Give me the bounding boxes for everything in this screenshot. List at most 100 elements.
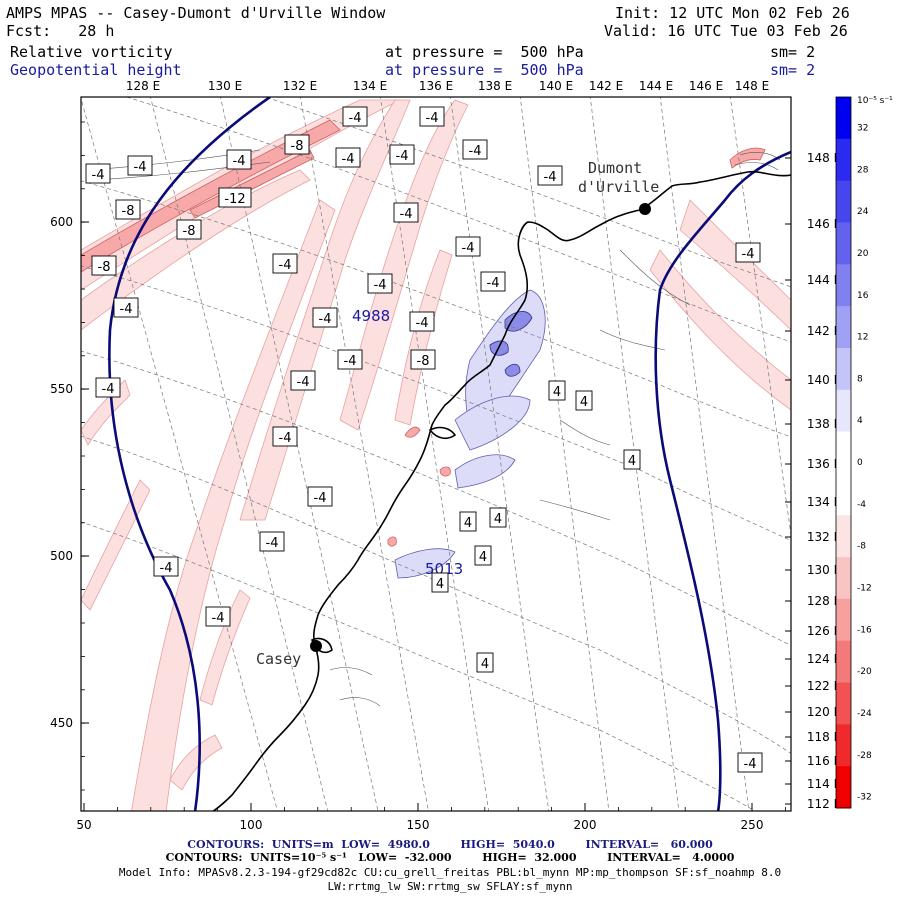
- colorbar-segment: [836, 557, 851, 600]
- vorticity-label: -4: [259, 531, 285, 552]
- vorticity-label: -4: [389, 144, 415, 165]
- casey-label: Casey: [256, 650, 301, 668]
- svg-text:-4: -4: [462, 241, 475, 256]
- colorbar-tick-label: -16: [857, 625, 872, 635]
- lat-lon-grid: [81, 97, 791, 811]
- svg-text:-4: -4: [400, 207, 413, 222]
- height-contour-info: CONTOURS: UNITS=m LOW= 4980.0 HIGH= 5040…: [187, 838, 713, 851]
- svg-text:4: 4: [481, 657, 489, 672]
- forecast-hour: Fcst: 28 h: [6, 22, 115, 40]
- svg-text:-8: -8: [183, 224, 196, 239]
- top-lon-label: 136 E: [419, 79, 453, 93]
- vorticity-label: 4: [459, 511, 477, 532]
- svg-text:-4: -4: [102, 382, 115, 397]
- svg-text:-4: -4: [742, 247, 755, 262]
- top-lon-label: 138 E: [478, 79, 512, 93]
- vorticity-label: -4: [337, 349, 363, 370]
- colorbar: 10⁻⁵ s⁻¹ 32 28 24 20 16 12 8 4 0 -4 -8 -12 -16 -20 -24 -…: [835, 96, 893, 809]
- vorticity-label: -4: [290, 370, 316, 391]
- svg-text:-4: -4: [342, 152, 355, 167]
- svg-text:-4: -4: [396, 149, 409, 164]
- colorbar-segment: [836, 347, 851, 391]
- vorticity-label: 4: [476, 652, 494, 673]
- svg-text:-4: -4: [469, 144, 482, 159]
- svg-text:-8: -8: [417, 354, 430, 369]
- svg-text:-4: -4: [266, 536, 279, 551]
- colorbar-segment: [836, 431, 851, 474]
- svg-text:-4: -4: [416, 316, 429, 331]
- svg-text:4: 4: [553, 385, 561, 400]
- vorticity-label: -4: [737, 752, 763, 773]
- right-axis-label: 148 E: [807, 151, 841, 165]
- vorticity-label: -4: [153, 556, 179, 577]
- colorbar-segment: [836, 97, 851, 140]
- right-axis-label: 120 E: [807, 705, 841, 719]
- durville-label: d'Urville: [578, 178, 659, 196]
- map-title: AMPS MPAS -- Casey-Dumont d'Urville Wind…: [6, 4, 386, 22]
- colorbar-segment: [836, 222, 851, 265]
- colorbar-segment: [836, 180, 851, 223]
- svg-text:-4: -4: [349, 111, 362, 126]
- right-axis-label: 122 E: [807, 679, 841, 693]
- vorticity-label: 4: [489, 507, 507, 528]
- top-lon-label: 146 E: [689, 79, 723, 93]
- top-lon-label: 148 E: [735, 79, 769, 93]
- vorticity-label: -4: [272, 253, 298, 274]
- colorbar-tick-label: 8: [857, 374, 863, 384]
- colorbar-segment: [836, 766, 851, 809]
- svg-text:-8: -8: [98, 260, 111, 275]
- right-axis-label: 134 E: [807, 495, 841, 509]
- svg-text:-4: -4: [212, 611, 225, 626]
- colorbar-segment: [836, 515, 851, 558]
- dumont-durville-station-marker: [639, 203, 651, 215]
- vorticity-label: 4: [548, 380, 566, 401]
- map-plot-area: Dumont d'Urville Casey 4988 5013 -4-4 -4-…: [81, 97, 791, 811]
- svg-text:4: 4: [479, 550, 487, 565]
- svg-text:4: 4: [580, 395, 588, 410]
- vorticity-label: -4: [735, 242, 761, 263]
- right-axis-label: 112 E: [807, 797, 841, 811]
- colorbar-tick-label: 12: [857, 333, 868, 343]
- colorbar-segment: [836, 682, 851, 725]
- svg-text:-12: -12: [224, 192, 245, 207]
- svg-text:-4: -4: [160, 561, 173, 576]
- colorbar-tick-label: -28: [857, 751, 872, 761]
- left-axis-label: 500: [50, 549, 73, 563]
- svg-text:-8: -8: [122, 204, 135, 219]
- right-axis-label: 140 E: [807, 373, 841, 387]
- svg-text:-4: -4: [344, 354, 357, 369]
- bottom-axis-label: 250: [741, 818, 764, 832]
- vorticity-label: -4: [462, 139, 488, 160]
- field1-name: Relative vorticity: [10, 43, 173, 61]
- vorticity-label: -4: [85, 163, 111, 184]
- left-axis-label: 600: [50, 215, 73, 229]
- right-axis-label: 118 E: [807, 730, 841, 744]
- init-time: Init: 12 UTC Mon 02 Feb 26: [615, 4, 850, 22]
- plot-frame: [80, 96, 792, 812]
- colorbar-tick-label: 16: [857, 291, 869, 301]
- svg-text:-4: -4: [233, 154, 246, 169]
- colorbar-segment: [836, 598, 851, 642]
- vorticity-label: -4: [307, 486, 333, 507]
- svg-text:-4: -4: [319, 312, 332, 327]
- colorbar-tick-label: -12: [857, 584, 872, 594]
- svg-text:4: 4: [628, 454, 636, 469]
- geopotential-contours: [108, 97, 791, 811]
- colorbar-tick-label: 20: [857, 249, 869, 259]
- colorbar-segment: [836, 473, 851, 516]
- svg-text:-4: -4: [544, 170, 557, 185]
- vorticity-label: -8: [115, 199, 141, 220]
- vorticity-label: 4: [575, 390, 593, 411]
- right-axis-label: 126 E: [807, 624, 841, 638]
- vorticity-label: -4: [409, 311, 435, 332]
- vorticity-label: -8: [91, 255, 117, 276]
- vorticity-label: -4: [335, 147, 361, 168]
- right-axis-label: 144 E: [807, 273, 841, 287]
- top-lon-label: 142 E: [589, 79, 623, 93]
- svg-text:-4: -4: [279, 258, 292, 273]
- colorbar-tick-label: -20: [857, 667, 872, 677]
- right-axis-label: 142 E: [807, 324, 841, 338]
- colorbar-tick-label: -8: [857, 542, 866, 552]
- vorticity-label: -4: [455, 236, 481, 257]
- right-axis-label: 116 E: [807, 754, 841, 768]
